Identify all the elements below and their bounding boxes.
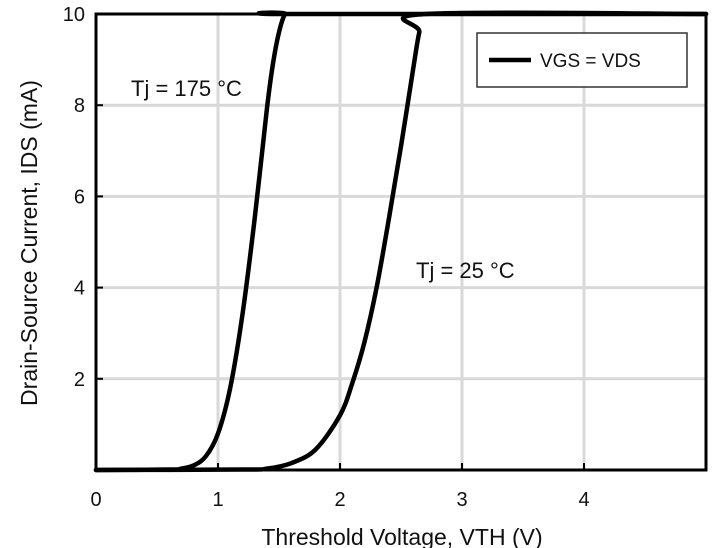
x-tick-label: 3 (456, 489, 467, 511)
x-axis-title: Threshold Voltage, VTH (V) (261, 524, 542, 548)
legend-label: VGS = VDS (540, 51, 641, 72)
y-tick-label: 4 (74, 278, 85, 300)
y-tick-label: 6 (74, 186, 85, 208)
annotation-tj-25: Tj = 25 °C (416, 258, 515, 283)
y-tick-label: 2 (74, 369, 85, 391)
x-tick-label: 0 (90, 489, 101, 511)
legend: VGS = VDS (476, 32, 688, 88)
y-tick-label: 10 (63, 4, 85, 26)
annotation-tj-175: Tj = 175 °C (131, 76, 242, 101)
grid (96, 14, 706, 470)
x-tick-label: 2 (334, 489, 345, 511)
plot-frame (94, 12, 708, 472)
tick-labels: 0 1 2 3 4 2 4 6 8 10 (63, 4, 590, 511)
x-tick-label: 1 (212, 489, 223, 511)
x-tick-label: 4 (578, 489, 589, 511)
y-tick-label: 8 (74, 95, 85, 117)
series-line-tj-25 (93, 10, 709, 473)
y-axis-title: Drain-Source Current, IDS (mA) (16, 80, 42, 406)
